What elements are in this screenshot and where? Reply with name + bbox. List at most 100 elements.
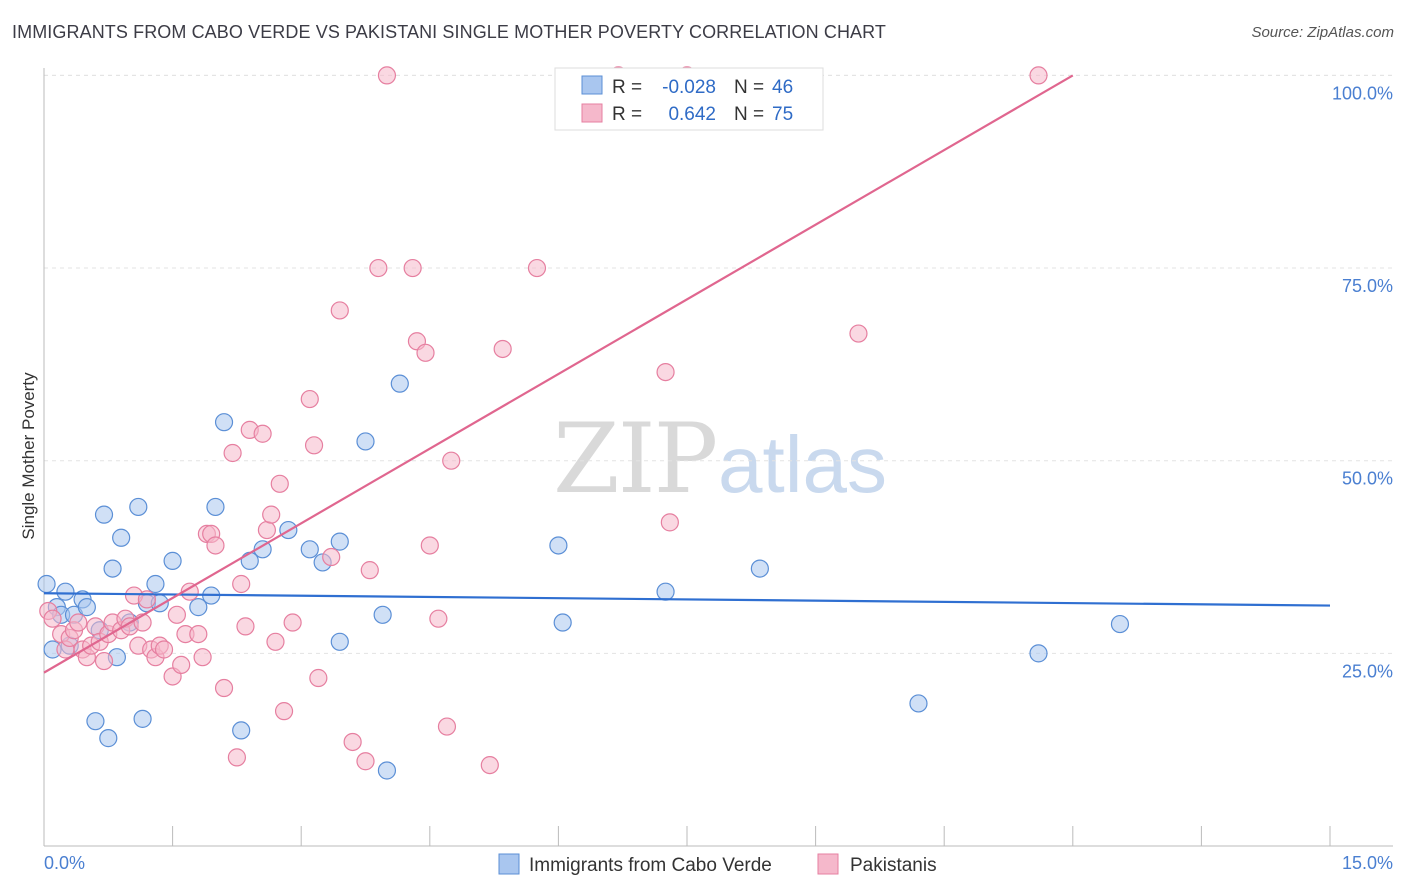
pakistani-point-71 xyxy=(660,513,679,532)
pakistani-point-57 xyxy=(369,258,388,278)
cabo-verde-point-26 xyxy=(214,413,234,432)
pakistani-point-40 xyxy=(236,617,255,636)
cabo-verde-point-43 xyxy=(909,694,928,713)
pakistani-point-59 xyxy=(403,258,422,278)
pakistani-point-6 xyxy=(69,613,88,632)
legend-r-value-pink: 0.642 xyxy=(668,104,716,125)
pakistani-point-36 xyxy=(214,678,234,698)
x-tick-label-max: 15.0% xyxy=(1342,853,1393,873)
cabo-verde-point-40 xyxy=(553,613,572,632)
cabo-verde-point-9 xyxy=(86,712,105,731)
y-axis-tick-labels: 25.0% 50.0% 75.0% 100.0% xyxy=(1332,83,1393,681)
cabo-verde-point-17 xyxy=(129,497,148,517)
cabo-verde-point-25 xyxy=(206,497,225,517)
chart-title: IMMIGRANTS FROM CABO VERDE VS PAKISTANI … xyxy=(12,22,887,42)
legend-swatch-blue xyxy=(581,75,603,95)
pakistani-point-35 xyxy=(206,536,225,555)
pakistani-point-65 xyxy=(442,451,461,470)
pakistani-point-64 xyxy=(437,717,457,736)
legend-swatch-pink xyxy=(581,103,603,123)
pakistani-point-73 xyxy=(849,324,868,343)
cabo-verde-point-13 xyxy=(103,559,122,578)
pakistani-point-32 xyxy=(193,648,212,667)
y-axis-title: Single Mother Poverty xyxy=(19,372,38,540)
pakistani-point-42 xyxy=(253,424,272,443)
pakistani-point-27 xyxy=(167,605,186,624)
y-tick-label-25: 25.0% xyxy=(1342,661,1393,681)
cabo-verde-point-39 xyxy=(549,536,568,555)
cabo-verde-point-4 xyxy=(56,582,75,601)
cabo-verde-point-38 xyxy=(390,374,409,393)
cabo-verde-point-36 xyxy=(373,605,392,624)
bottom-legend-swatch-cabo-verde xyxy=(498,853,520,875)
legend-n-value-pink: 75 xyxy=(772,104,793,125)
pakistani-point-45 xyxy=(266,632,285,651)
series-legend: Immigrants from Cabo Verde Pakistanis xyxy=(498,853,937,876)
cabo-verde-point-20 xyxy=(146,574,165,594)
pakistani-point-54 xyxy=(343,732,362,752)
cabo-verde-point-45 xyxy=(1110,614,1130,634)
trend-lines xyxy=(43,74,1331,674)
cabo-verde-point-23 xyxy=(189,598,208,617)
pakistani-point-66 xyxy=(480,755,499,775)
cabo-verde-point-35 xyxy=(356,432,375,451)
cabo-verde-point-11 xyxy=(94,505,114,524)
cabo-verde-point-8 xyxy=(77,598,96,617)
pakistani-point-58 xyxy=(377,66,397,85)
pakistani-point-55 xyxy=(356,752,375,771)
cabo-verde-point-0 xyxy=(37,574,56,594)
pakistani-point-39 xyxy=(232,574,251,594)
cabo-verde-point-29 xyxy=(253,540,272,559)
pakistani-point-43 xyxy=(257,520,277,540)
cabo-verde-point-42 xyxy=(750,559,769,578)
pakistani-point-74 xyxy=(1029,66,1048,85)
legend-n-label-blue: N = xyxy=(734,77,764,98)
pakistani-point-61 xyxy=(416,343,435,362)
y-tick-label-75: 75.0% xyxy=(1342,276,1393,296)
cabo-verde-point-31 xyxy=(300,540,319,559)
cabo-verde-point-34 xyxy=(330,632,349,651)
pakistani-point-28 xyxy=(172,655,191,675)
pakistani-point-63 xyxy=(429,609,448,628)
pakistani-point-37 xyxy=(223,443,242,463)
pakistani-point-67 xyxy=(493,339,512,359)
pakistani-point-51 xyxy=(309,668,328,688)
pakistani-point-50 xyxy=(304,436,324,455)
x-tick-label-min: 0.0% xyxy=(44,853,85,873)
bottom-legend-label-cabo-verde: Immigrants from Cabo Verde xyxy=(529,855,772,876)
pakistani-point-38 xyxy=(227,748,246,767)
bottom-legend-swatch-pakistanis xyxy=(817,853,839,875)
cabo-verde-point-41 xyxy=(656,582,675,601)
cabo-verde-point-22 xyxy=(163,551,182,570)
cabo-verde-point-18 xyxy=(133,709,152,728)
pakistani-point-25 xyxy=(154,640,174,659)
pakistani-point-62 xyxy=(420,536,439,555)
cabo-verde-point-12 xyxy=(99,729,118,748)
y-tick-label-50: 50.0% xyxy=(1342,469,1393,489)
bottom-legend-label-pakistanis: Pakistanis xyxy=(850,855,937,876)
pakistani-point-1 xyxy=(43,609,62,628)
trend-line-pakistanis xyxy=(43,74,1074,674)
correlation-legend: R = -0.028 N = 46 R = 0.642 N = 75 xyxy=(554,67,824,131)
pakistani-point-44 xyxy=(262,505,281,524)
cabo-verde-point-27 xyxy=(232,721,251,740)
legend-r-label-blue: R = xyxy=(612,77,642,98)
pakistani-point-70 xyxy=(656,362,675,382)
pakistani-point-48 xyxy=(283,613,302,632)
pakistani-point-47 xyxy=(274,702,294,721)
cabo-verde-point-15 xyxy=(112,528,131,547)
pakistani-point-52 xyxy=(322,547,341,567)
pakistani-point-46 xyxy=(270,474,289,493)
trend-line-cabo-verde xyxy=(43,592,1331,607)
pakistani-point-31 xyxy=(189,624,208,644)
x-axis-ticks xyxy=(172,826,1331,846)
cabo-verde-point-37 xyxy=(377,761,397,780)
legend-r-value-blue: -0.028 xyxy=(662,77,716,98)
watermark-zip: ZIP xyxy=(553,403,716,515)
source-label: Source: ZipAtlas.com xyxy=(1251,24,1394,41)
legend-r-label-pink: R = xyxy=(612,104,642,125)
legend-n-value-blue: 46 xyxy=(772,77,793,98)
pakistani-point-53 xyxy=(330,301,349,320)
legend-n-label-pink: N = xyxy=(734,104,764,125)
